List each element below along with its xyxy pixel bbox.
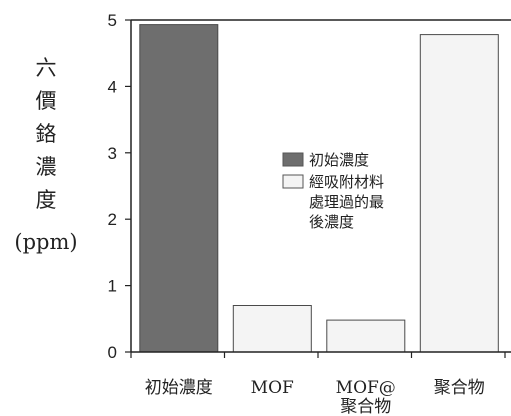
bar-final-2 [232,305,312,353]
legend-label-2: 處理過的最 [309,193,384,211]
y-label-unit: (ppm) [14,230,77,254]
y-tick-label: 1 [108,277,117,296]
y-label-char: 價 [36,89,57,113]
y-tick-label: 0 [108,343,117,362]
x-category-label: 聚合物 [340,397,391,416]
y-tick-label: 5 [108,11,117,30]
y-label-char: 度 [36,188,57,212]
bar-initial-1 [139,24,219,353]
x-category-label: MOF [251,378,294,398]
x-category-label: 聚合物 [434,378,485,398]
legend-label-2: 經吸附材料 [309,173,384,191]
legend-label-1: 初始濃度 [309,151,369,169]
bar-final-3 [326,319,406,353]
y-tick-label: 2 [108,210,117,229]
x-category-label: MOF@ [336,378,396,398]
y-label-char: 鉻 [36,122,57,146]
legend-label-2: 後濃度 [309,213,354,231]
x-category-label: 初始濃度 [145,378,213,398]
legend-swatch-2 [282,174,304,189]
y-label-char: 濃 [36,155,57,179]
y-tick-label: 3 [108,144,117,163]
bar-final-4 [419,34,499,353]
y-tick-label: 4 [108,77,117,96]
legend-swatch-1 [282,152,304,167]
y-label-char: 六 [36,56,57,80]
